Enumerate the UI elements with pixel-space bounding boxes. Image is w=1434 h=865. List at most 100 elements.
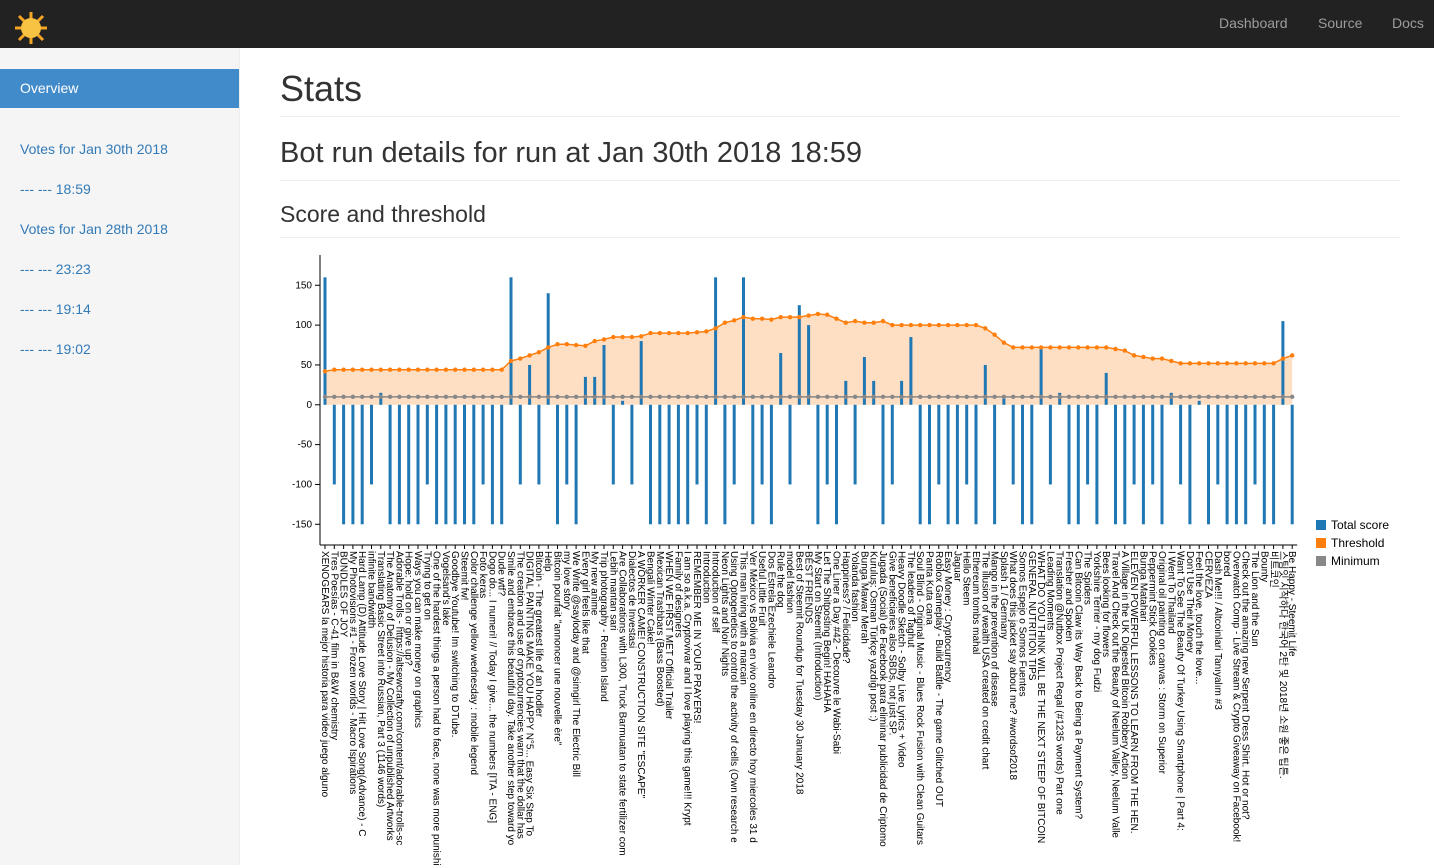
minimum-dot	[1252, 394, 1258, 400]
threshold-dot	[1169, 358, 1174, 364]
x-tick-label: Can Bitcoin Claw its Way Back to Being a…	[1072, 551, 1083, 820]
threshold-dot	[341, 367, 346, 372]
sidebar-link[interactable]: --- --- 18:59	[20, 181, 91, 197]
minimum-dot	[769, 394, 774, 400]
threshold-dot	[815, 311, 821, 317]
minimum-dot	[1048, 394, 1053, 400]
nav-link[interactable]: Dashboard	[1219, 15, 1288, 31]
x-tick-label: 비트코인	[1268, 551, 1280, 588]
score-bar	[1039, 349, 1043, 405]
sidebar-link[interactable]: Overview	[0, 69, 239, 108]
score-bar	[658, 404, 662, 525]
score-bar	[1234, 404, 1238, 525]
score-bar	[1132, 404, 1136, 485]
minimum-dot	[908, 394, 914, 400]
x-tick-label: Bitcoin - The greatest life of an hodler	[533, 551, 544, 718]
minimum-dot	[1122, 394, 1127, 400]
score-bar	[639, 341, 643, 405]
x-tick-label: The Lion and the Sun	[1249, 551, 1260, 647]
score-bar	[583, 376, 587, 405]
x-tick-label: Mango in the prevention of disease	[989, 551, 1000, 707]
threshold-dot	[983, 326, 988, 331]
threshold-dot	[1290, 353, 1295, 358]
x-tick-label: 스팀잇 시작하다 한국어 2탄 및 2018년 소원 좋은 팁튼.	[1277, 551, 1290, 779]
sidebar: Overview Votes for Jan 30th 2018 --- ---…	[0, 48, 240, 865]
x-tick-label: A Village in the UK Digested Bitcoin Rob…	[1119, 551, 1130, 779]
x-tick-label: Color challenge yellow wednesday : mobil…	[468, 551, 479, 775]
minimum-dot	[1104, 394, 1109, 400]
threshold-dot	[843, 320, 848, 325]
threshold-dot	[332, 367, 337, 372]
x-tick-label: model fashion	[784, 551, 795, 613]
section-title: Score and threshold	[280, 201, 486, 227]
minimum-dot	[480, 394, 486, 400]
threshold-dot	[527, 353, 532, 358]
minimum-dot	[973, 394, 979, 400]
score-bar	[723, 404, 727, 525]
sidebar-link[interactable]: --- --- 19:02	[20, 341, 91, 357]
score-bar	[611, 404, 615, 485]
sidebar-link[interactable]: Votes for Jan 28th 2018	[20, 221, 168, 237]
minimum-dot	[341, 394, 346, 400]
score-bar	[965, 404, 969, 485]
minimum-dot	[332, 394, 337, 400]
minimum-dot	[1113, 394, 1118, 400]
threshold-dot	[1150, 356, 1155, 361]
x-tick-label: The leaders of Taghut	[905, 551, 916, 648]
minimum-dot	[434, 394, 439, 400]
threshold-dot	[1252, 361, 1258, 366]
score-bar	[370, 404, 373, 485]
threshold-dot	[778, 314, 783, 320]
threshold-dot	[378, 367, 383, 372]
threshold-dot	[546, 345, 551, 350]
minimum-dot	[378, 394, 383, 400]
sidebar-link[interactable]: Votes for Jan 30th 2018	[20, 141, 168, 157]
threshold-dot	[639, 334, 644, 339]
minimum-dot	[620, 394, 625, 400]
threshold-dot	[508, 358, 514, 364]
score-bar	[1262, 404, 1266, 525]
x-tick-label: Introduction of self	[710, 551, 721, 633]
minimum-dot	[583, 394, 588, 400]
score-bar	[890, 404, 894, 485]
x-tick-label: My new anime	[589, 551, 600, 616]
score-bar	[630, 404, 634, 485]
threshold-dot	[601, 337, 607, 342]
y-tick-label: -150	[292, 519, 312, 530]
minimum-dot	[555, 394, 560, 400]
sidebar-link[interactable]: --- --- 19:14	[20, 301, 91, 317]
legend-label: Total score	[1331, 518, 1389, 532]
score-bar	[1272, 404, 1276, 525]
score-bar	[676, 404, 680, 525]
x-tick-label: Give beneficiaries also SBDs, not just S…	[886, 551, 897, 735]
score-bar	[528, 364, 532, 405]
minimum-dot	[536, 394, 542, 400]
threshold-dot	[611, 334, 616, 340]
x-tick-label: Let The Shitposting Begin! HAHAHA	[821, 551, 832, 713]
x-tick-label: WHAT DO YOU THINK WILL BE THE NEXT STEEP…	[1035, 551, 1046, 843]
score-bar	[556, 404, 559, 525]
nav-link[interactable]: Docs	[1392, 15, 1424, 31]
minimum-dot	[564, 394, 569, 400]
minimum-dot	[1187, 394, 1193, 400]
minimum-dot	[945, 394, 951, 400]
threshold-dot	[1085, 345, 1090, 350]
score-bar	[1104, 372, 1108, 405]
x-tick-label: CERVEZA	[1203, 551, 1214, 598]
x-tick-label: Translation @Nutbox Project Regal (#1235…	[1054, 551, 1065, 815]
sidebar-link[interactable]: --- --- 23:23	[20, 261, 91, 277]
score-bar	[900, 380, 904, 405]
score-bar	[593, 376, 597, 405]
threshold-dot	[620, 334, 625, 340]
score-bar	[835, 404, 838, 525]
score-bar	[323, 277, 327, 405]
minimum-dot	[1243, 394, 1248, 400]
threshold-dot	[945, 322, 951, 328]
threshold-dot	[918, 322, 923, 328]
minimum-dot	[825, 394, 830, 400]
score-bar	[1188, 404, 1192, 525]
score-bar	[955, 404, 959, 525]
score-bar	[509, 277, 513, 405]
score-bar	[769, 404, 773, 525]
nav-link[interactable]: Source	[1318, 15, 1363, 31]
